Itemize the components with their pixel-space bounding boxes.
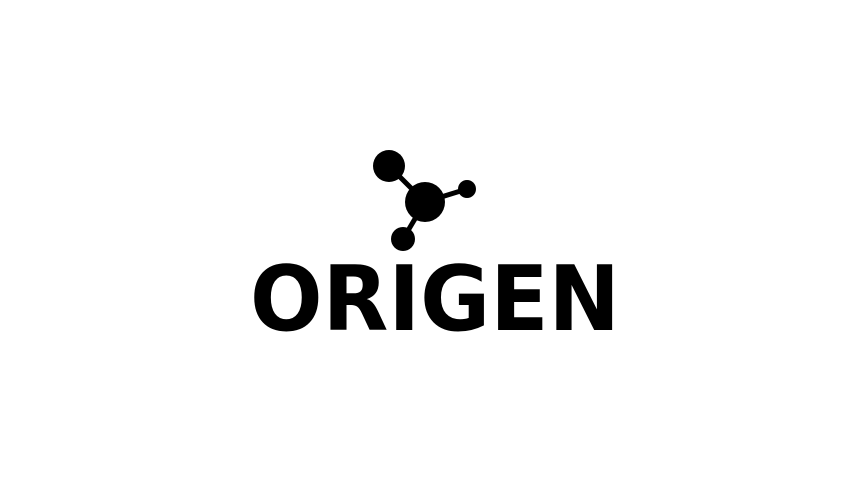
atom: [391, 227, 415, 251]
atom: [458, 180, 476, 198]
wordmark: ORIGEN: [250, 247, 620, 352]
atom: [373, 150, 405, 182]
atom-center: [405, 182, 445, 222]
molecule-icon: [373, 150, 476, 251]
